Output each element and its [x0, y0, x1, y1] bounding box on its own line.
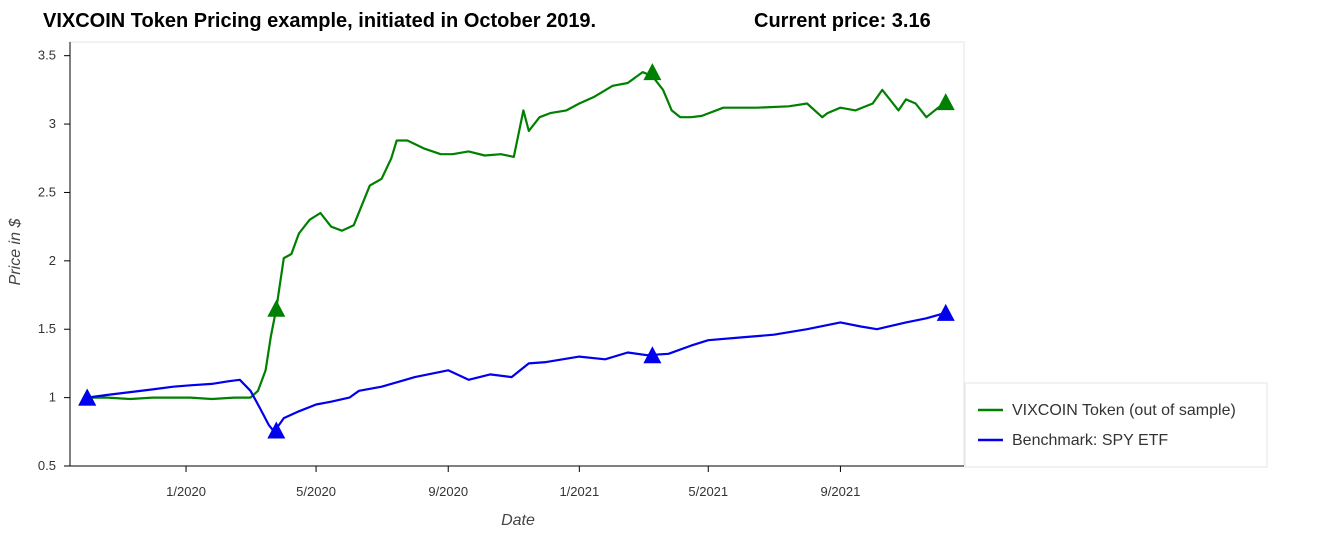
x-axis-label: Date	[501, 512, 535, 529]
x-tick-label: 9/2020	[428, 484, 468, 499]
y-tick-label: 3.5	[38, 48, 56, 63]
y-tick-label: 1.5	[38, 321, 56, 336]
triangle-marker	[78, 388, 97, 406]
current-price-label: Current price: 3.16	[754, 10, 931, 32]
y-tick-label: 3	[49, 116, 56, 131]
legend-label: Benchmark: SPY ETF	[1012, 432, 1168, 449]
series-lines	[87, 70, 947, 433]
y-tick-label: 0.5	[38, 458, 56, 473]
y-tick-label: 1	[49, 390, 56, 405]
triangle-marker	[267, 421, 286, 439]
series-markers	[78, 63, 955, 439]
y-tick-label: 2.5	[38, 184, 56, 199]
plot-border	[69, 41, 965, 467]
y-tick-label: 2	[49, 253, 56, 268]
y-axis-label: Price in $	[7, 218, 24, 286]
legend-label: VIXCOIN Token (out of sample)	[1012, 402, 1236, 419]
spy-benchmark-line	[87, 311, 947, 433]
triangle-marker	[267, 299, 286, 317]
x-tick-label: 5/2020	[296, 484, 336, 499]
x-tick-label: 1/2020	[166, 484, 206, 499]
chart-title: VIXCOIN Token Pricing example, initiated…	[43, 10, 597, 32]
triangle-marker	[936, 93, 955, 111]
legend-box	[964, 382, 1268, 468]
y-axis: 0.5 1 1.5 2 2.5 3 3.5	[38, 42, 71, 473]
triangle-marker	[936, 303, 955, 321]
x-tick-label: 5/2021	[688, 484, 728, 499]
plot-frame	[69, 41, 965, 467]
x-tick-label: 1/2021	[559, 484, 599, 499]
triangle-marker	[643, 63, 662, 81]
triangle-marker	[643, 346, 662, 364]
legend: VIXCOIN Token (out of sample) Benchmark: …	[964, 382, 1268, 468]
x-axis: 1/2020 5/2020 9/2020 1/2021 5/2021 9/2021	[70, 465, 964, 499]
x-tick-label: 9/2021	[821, 484, 861, 499]
vixcoin-token-line	[87, 70, 947, 401]
